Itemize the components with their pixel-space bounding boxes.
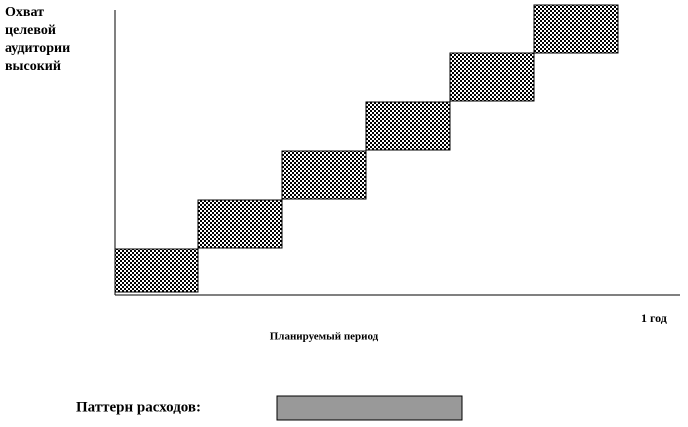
step-block [114, 248, 199, 293]
x-axis-end-label: 1 год [641, 311, 667, 325]
step-block [281, 150, 367, 200]
y-axis-label: Охват целевой аудитории высокий [5, 5, 70, 74]
step-block [197, 199, 283, 249]
pattern-bar [276, 395, 463, 421]
step-block [533, 4, 619, 54]
y-axis-label-line: аудитории [5, 41, 70, 56]
pattern-label: Паттерн расходов: [76, 399, 201, 415]
y-axis-label-line: Охват [5, 5, 44, 20]
y-axis-label-line: целевой [5, 23, 56, 38]
step-block [365, 101, 451, 151]
y-axis-label-line: высокий [5, 59, 61, 74]
x-axis-label: Планируемый период [270, 331, 379, 343]
step-block [449, 52, 535, 102]
